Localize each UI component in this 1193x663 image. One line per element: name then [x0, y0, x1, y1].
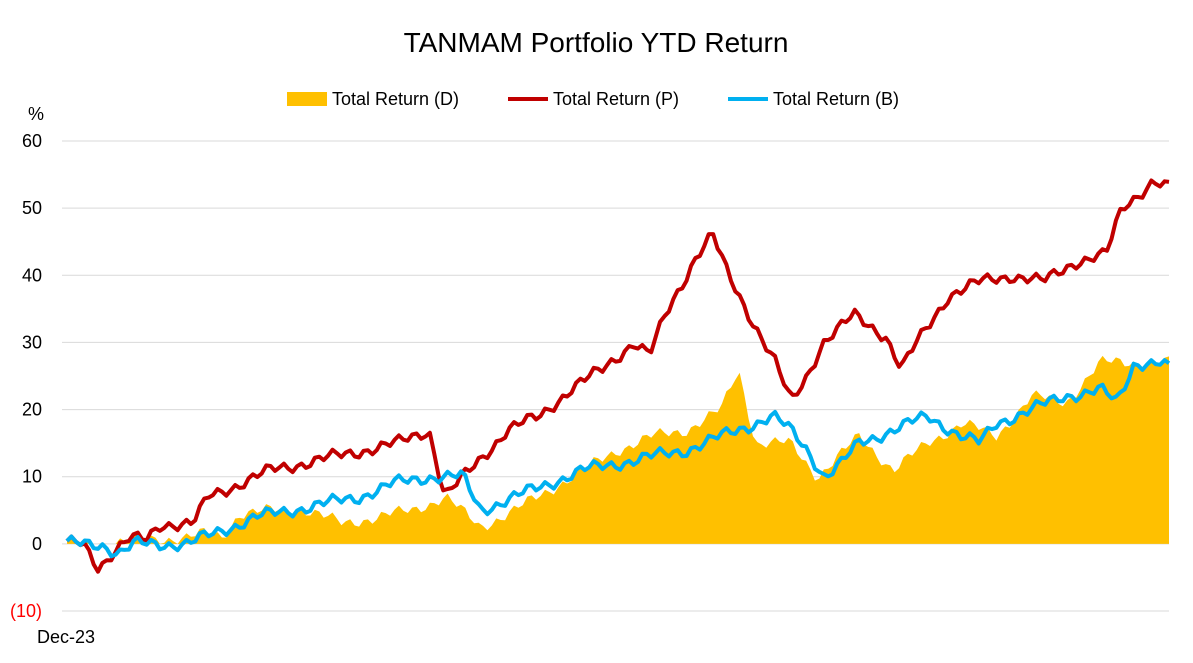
legend-label: Total Return (D): [332, 89, 459, 109]
y-axis-unit: %: [28, 104, 44, 124]
plot-area: [65, 178, 1171, 574]
legend-label: Total Return (P): [553, 89, 679, 109]
legend-label: Total Return (B): [773, 89, 899, 109]
x-tick-labels: Dec-23: [37, 627, 95, 647]
y-tick-labels: 60 50 40 30 20 10 0 (10): [10, 131, 42, 621]
series-line-total-return-p: [65, 178, 1170, 574]
legend-swatch: [287, 92, 327, 106]
legend: Total Return (D) Total Return (P) Total Re…: [287, 89, 899, 109]
y-tick-label: (10): [10, 601, 42, 621]
y-tick-label: 20: [22, 400, 42, 420]
y-tick-label: 60: [22, 131, 42, 151]
y-tick-label: 10: [22, 467, 42, 487]
y-tick-label: 30: [22, 332, 42, 352]
chart-title: TANMAM Portfolio YTD Return: [404, 27, 789, 58]
y-tick-label: 50: [22, 198, 42, 218]
y-tick-label: 40: [22, 265, 42, 285]
x-tick-label: Dec-23: [37, 627, 95, 647]
series-area-total-return-d: [67, 355, 1169, 544]
series-line-total-return-b: [65, 358, 1171, 559]
y-tick-label: 0: [32, 534, 42, 554]
